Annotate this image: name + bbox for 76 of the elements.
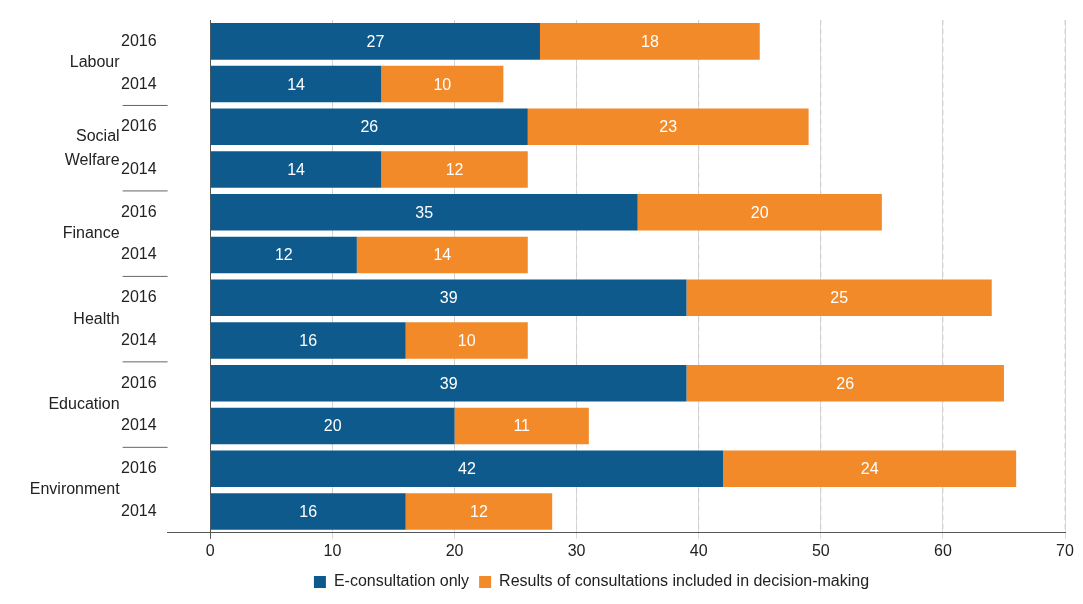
data-label: 26 — [360, 118, 379, 136]
legend-label: Results of consultations included in decision-making — [499, 572, 870, 590]
bar — [454, 407, 589, 445]
bar — [381, 65, 504, 103]
text: Environment — [29, 480, 121, 498]
bar — [637, 194, 882, 231]
bar — [723, 450, 1017, 487]
text: Labour — [69, 53, 121, 71]
bar — [405, 493, 553, 530]
data-label: 14 — [287, 75, 306, 93]
y-tick-label: 2016 — [121, 31, 157, 49]
data-label: 23 — [659, 118, 678, 136]
data-label: 10 — [457, 331, 476, 349]
data-label: 11 — [513, 417, 531, 435]
bar — [210, 450, 724, 487]
data-label: 20 — [750, 203, 769, 221]
text: Education — [48, 395, 120, 413]
data-label: 16 — [299, 331, 318, 349]
y-tick-label: 2016 — [121, 459, 157, 477]
text: Social Welfare — [64, 126, 120, 168]
bar — [210, 23, 540, 60]
data-label: 12 — [470, 502, 488, 520]
x-tick-label: 50 — [811, 541, 830, 559]
data-label: 14 — [433, 246, 452, 264]
bar — [356, 236, 528, 274]
y-tick-label: 2014 — [121, 330, 157, 348]
y-tick-label: 2014 — [121, 159, 157, 177]
bar — [210, 407, 455, 445]
data-label: 12 — [445, 160, 464, 178]
y-tick-label: 2014 — [121, 501, 157, 519]
data-label: 35 — [415, 203, 434, 221]
bar — [210, 65, 382, 103]
bar — [686, 279, 992, 317]
x-tick-label: 30 — [567, 541, 586, 559]
text: Finance — [62, 224, 120, 242]
bar — [210, 151, 382, 188]
bar — [210, 194, 638, 231]
bar — [381, 151, 528, 188]
data-label: 18 — [640, 32, 659, 50]
x-tick-label: 40 — [689, 541, 708, 559]
text: Health — [73, 309, 120, 327]
bar — [210, 236, 357, 274]
data-label: 20 — [323, 417, 342, 435]
data-label: 27 — [366, 32, 385, 50]
bar — [527, 108, 809, 146]
x-tick-label: 60 — [934, 541, 952, 559]
bar — [686, 364, 1004, 402]
data-label: 26 — [836, 374, 855, 392]
data-label: 42 — [458, 460, 476, 478]
bar — [210, 108, 528, 146]
data-label: 39 — [439, 289, 458, 307]
x-tick-label: 20 — [445, 541, 464, 559]
bar — [210, 322, 406, 359]
x-tick-label: 70 — [1056, 541, 1074, 559]
x-tick-label: 0 — [205, 541, 215, 559]
y-tick-label: 2016 — [121, 202, 157, 220]
data-label: 16 — [299, 502, 318, 520]
data-label: 14 — [287, 160, 306, 178]
data-label: 24 — [860, 460, 879, 478]
bar — [210, 279, 687, 317]
bar — [539, 23, 760, 60]
y-tick-label: 2014 — [121, 245, 157, 263]
legend-label: E-consultation only — [333, 572, 470, 590]
y-tick-label: 2014 — [121, 74, 157, 92]
y-tick-label: 2016 — [121, 373, 157, 391]
y-tick-label: 2016 — [121, 288, 157, 306]
bar — [210, 364, 687, 402]
bar — [405, 322, 528, 359]
data-label: 12 — [274, 246, 293, 264]
x-tick-label: 10 — [323, 541, 342, 559]
data-label: 10 — [433, 75, 452, 93]
y-tick-label: 2014 — [121, 416, 157, 434]
data-label: 25 — [830, 289, 849, 307]
data-label: 39 — [439, 374, 458, 392]
y-tick-label: 2016 — [121, 117, 157, 135]
bar — [210, 493, 406, 530]
